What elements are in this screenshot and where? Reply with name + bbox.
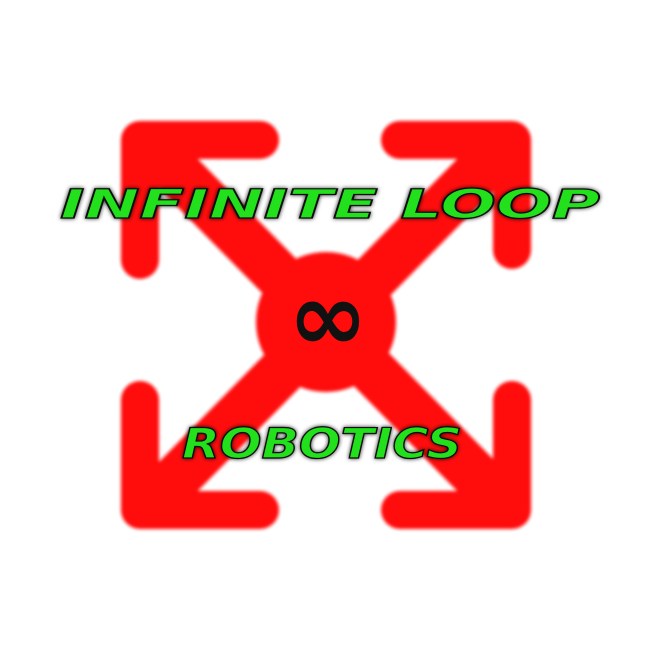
logo-title: INFINITE LOOP <box>60 182 600 228</box>
infinity-icon: ∞ <box>288 261 368 373</box>
arrow-bottom-left-icon <box>121 381 279 529</box>
center-hub <box>256 252 396 392</box>
arrow-top-left-icon <box>121 121 279 279</box>
logo-subtitle: ROBOTICS <box>182 419 462 468</box>
arrow-top-right-icon <box>381 121 531 269</box>
red-arrows-group <box>121 121 531 529</box>
arrow-bottom-right-icon <box>381 381 531 529</box>
